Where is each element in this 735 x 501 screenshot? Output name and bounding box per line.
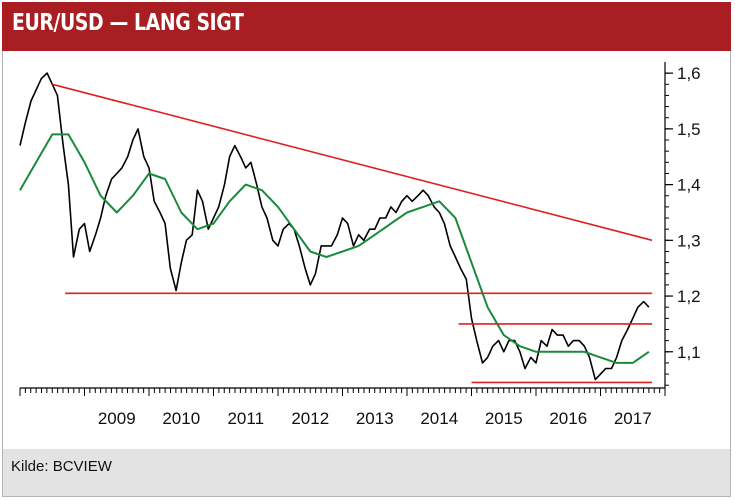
- x-tick-label: 2009: [98, 409, 136, 428]
- x-tick-label: 2016: [549, 409, 587, 428]
- price-line: [19, 72, 650, 381]
- y-tick-label: 1,4: [677, 176, 701, 195]
- x-tick-label: 2017: [614, 409, 652, 428]
- x-tick-label: 2010: [162, 409, 200, 428]
- x-tick-label: 2012: [291, 409, 329, 428]
- resistance-trendline: [52, 83, 653, 242]
- source-bar: Kilde: BCVIEW: [3, 449, 730, 496]
- source-note: Kilde: BCVIEW: [11, 458, 112, 475]
- x-tick-label: 2014: [420, 409, 458, 428]
- y-tick-label: 1,3: [677, 231, 701, 250]
- y-tick-label: 1,2: [677, 287, 701, 306]
- chart-title: EUR/USD — LANG SIGT: [12, 10, 244, 36]
- moving-average-line: [19, 133, 650, 364]
- y-tick-label: 1,6: [677, 64, 701, 83]
- x-tick-label: 2015: [485, 409, 523, 428]
- chart-frame: [2, 2, 731, 497]
- y-tick-label: 1,5: [677, 120, 701, 139]
- y-tick-label: 1,1: [677, 343, 701, 362]
- title-bar: EUR/USD — LANG SIGT: [2, 2, 731, 51]
- x-tick-label: 2011: [227, 409, 264, 428]
- x-tick-label: 2013: [356, 409, 394, 428]
